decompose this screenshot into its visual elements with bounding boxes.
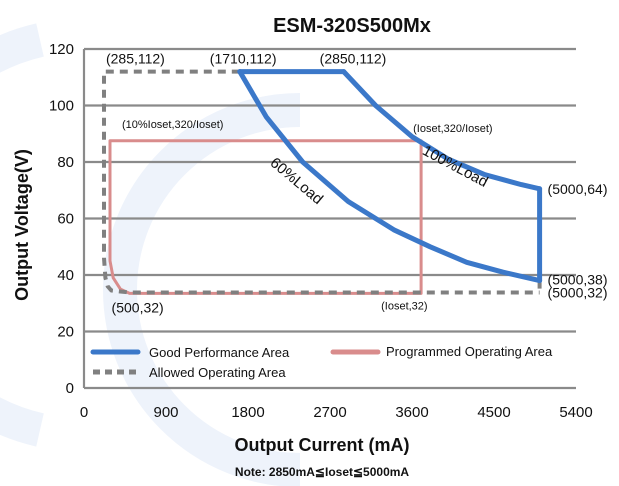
x-tick-label: 2700 <box>313 404 346 421</box>
y-tick-label: 120 <box>49 41 74 58</box>
series-path-allowed-boundary <box>102 69 540 295</box>
y-axis-title: Output Voltage(V) <box>12 149 32 301</box>
x-tick-labels: 0 900 1800 2700 3600 4500 5400 <box>80 404 593 421</box>
grid-lines <box>82 47 576 390</box>
legend-label-programmed: Programmed Operating Area <box>386 344 553 359</box>
y-tick-label: 20 <box>57 324 74 341</box>
x-tick-label: 4500 <box>477 404 510 421</box>
annotation-label: (Ioset,320/Ioset) <box>413 123 493 135</box>
y-tick-label: 0 <box>66 380 74 397</box>
x-tick-label: 1800 <box>231 404 264 421</box>
legend: Good Performance Area Programmed Operati… <box>90 344 553 380</box>
annotation-label: (10%Ioset,320/Ioset) <box>122 119 224 131</box>
y-tick-label: 60 <box>57 211 74 228</box>
legend-label-allowed: Allowed Operating Area <box>149 365 286 380</box>
legend-label-good: Good Performance Area <box>149 345 290 360</box>
x-axis-title: Output Current (mA) <box>235 435 410 455</box>
chart-note: Note: 2850mA≦Ioset≦5000mA <box>235 465 410 479</box>
series-path-good-100%Load <box>341 69 543 192</box>
annotation-label: (500,32) <box>112 300 164 316</box>
annotation-label: (5000,38) <box>548 272 608 288</box>
annotation-label: (5000,32) <box>548 285 608 301</box>
y-tick-label: 80 <box>57 154 74 171</box>
annotation-label: (285,112) <box>106 51 165 67</box>
x-tick-label: 5400 <box>559 404 592 421</box>
y-tick-label: 40 <box>57 267 74 284</box>
series-layer <box>102 69 543 295</box>
annotation-label: (5000,64) <box>548 181 608 197</box>
x-tick-label: 900 <box>153 404 178 421</box>
x-tick-label: 0 <box>80 404 88 421</box>
x-tick-label: 3600 <box>395 404 428 421</box>
series-path-good-60%Load <box>237 69 543 284</box>
annotation-label: (2850,112) <box>320 51 387 67</box>
y-tick-labels: 0 20 40 60 80 100 120 <box>49 41 74 397</box>
annotation-label: (1710,112) <box>210 51 277 67</box>
chart-title: ESM-320S500Mx <box>273 15 431 37</box>
y-tick-label: 100 <box>49 98 74 115</box>
annotation-label: 100%Load <box>419 142 490 191</box>
annotation-label: (Ioset,32) <box>381 300 427 312</box>
